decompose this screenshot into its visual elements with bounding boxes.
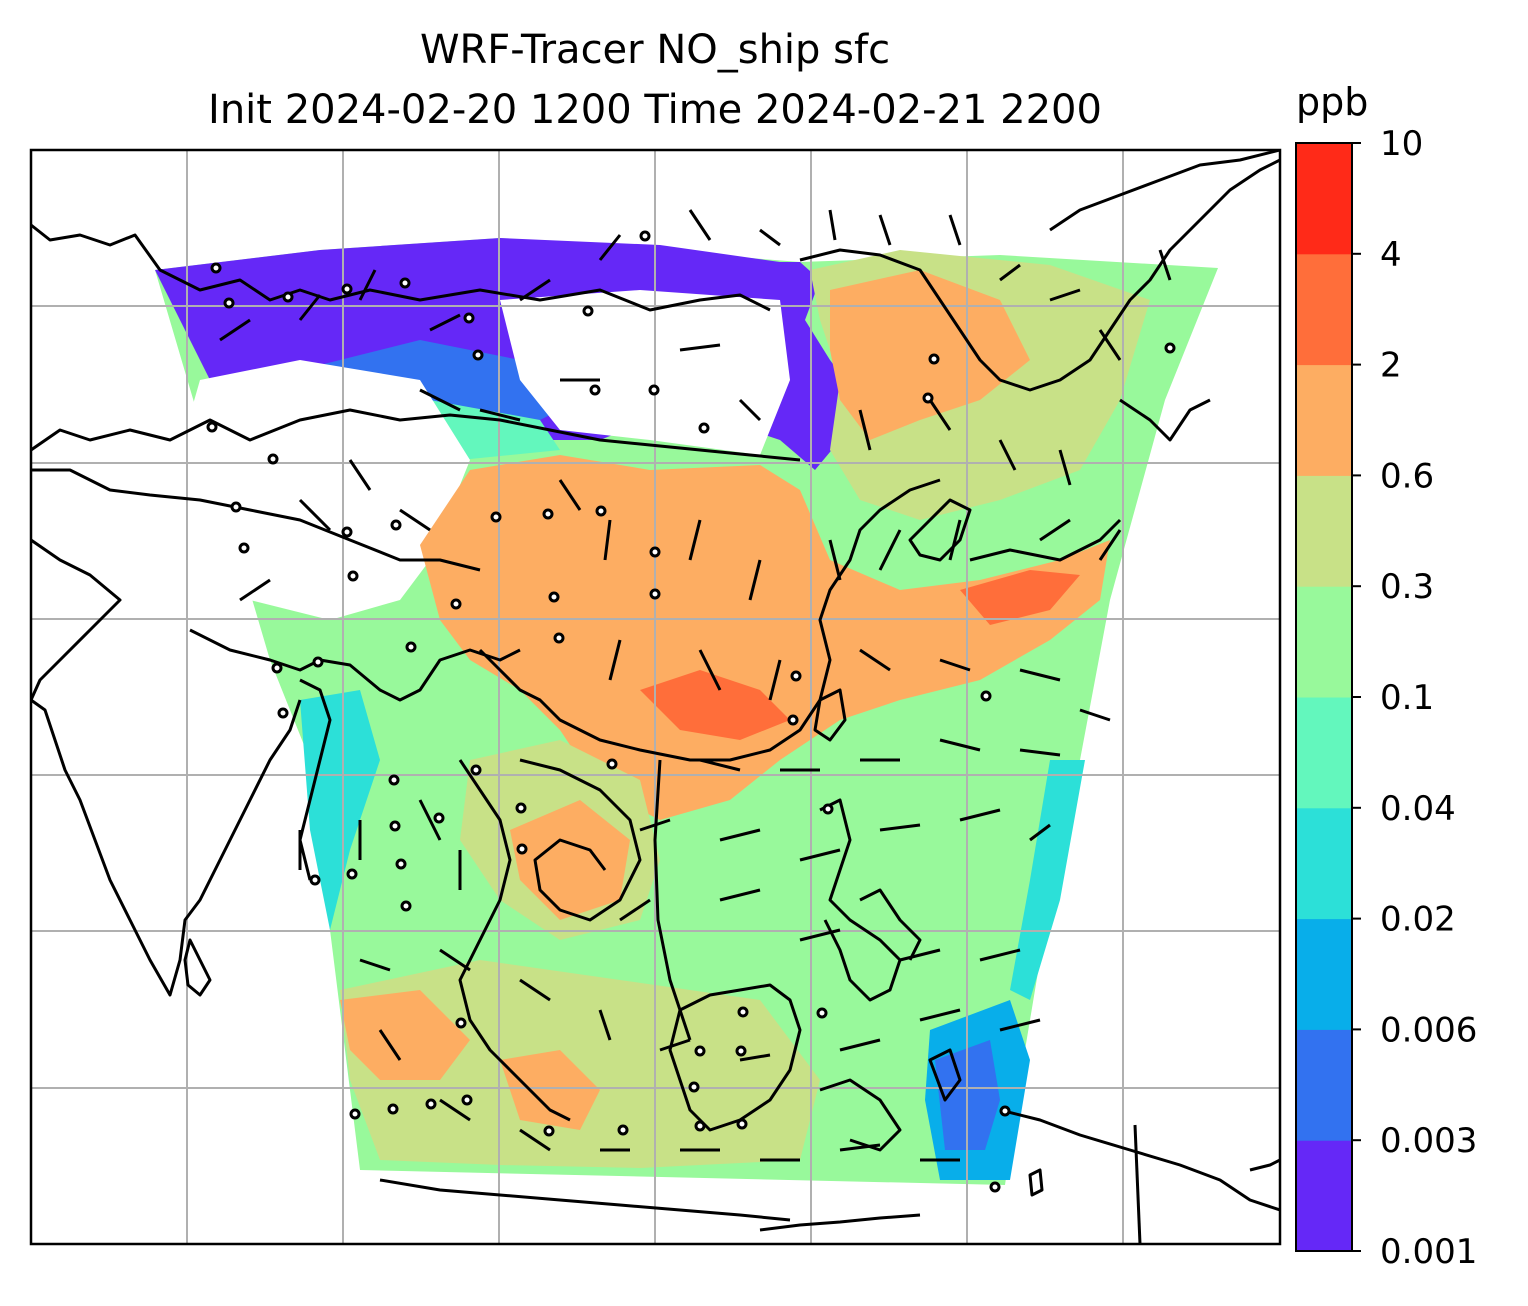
colorbar-tick-label: 2: [1380, 346, 1402, 386]
wind-calm-markers: [206, 230, 1176, 1193]
red-core-region: [640, 670, 790, 740]
colorbar: 0.001 0.003 0.006 0.02 0.04 0.1 0.3 0.6 2 4 10: [1295, 124, 1477, 1272]
orange-region-south: [340, 990, 470, 1080]
wind-barbs: [219, 209, 1172, 1162]
colorbar-tick-label: 0.006: [1380, 1010, 1477, 1050]
high-concentration-region-china: [420, 455, 1110, 820]
orange-region-strait: [500, 1050, 600, 1130]
orange-region-northeast: [830, 270, 1030, 440]
colorbar-tick-label: 0.003: [1380, 1121, 1477, 1161]
colorbar-tick-label: 0.001: [1380, 1232, 1477, 1272]
coastlines: [31, 150, 1280, 1244]
map-title-line2: Init 2024-02-20 1200 Time 2024-02-21 220…: [208, 87, 1102, 133]
colorbar-segment: [1296, 586, 1352, 698]
red-core-region-coast: [960, 570, 1080, 625]
map-title-line1: WRF-Tracer NO_ship sfc: [419, 27, 891, 73]
colorbar-segment: [1296, 918, 1352, 1030]
colorbar-segment: [1296, 1140, 1352, 1252]
map-frame: [29, 148, 1282, 1246]
colorbar-tick-label: 0.02: [1380, 900, 1456, 940]
colorbar-tick-label: 10: [1380, 124, 1423, 164]
cyan-region-west: [300, 690, 380, 930]
lat-lon-gridlines: [31, 150, 1280, 1244]
colorbar-segment: [1296, 807, 1352, 920]
colorbar-segment: [1296, 143, 1352, 255]
colorbar-segment: [1296, 697, 1352, 809]
colorbar-segment: [1296, 1029, 1352, 1141]
yellow-green-region-south: [340, 960, 820, 1168]
colorbar-segment: [1296, 364, 1352, 476]
cyan-region-east-edge: [1010, 760, 1085, 1000]
no-data-area-tibet: [180, 360, 470, 620]
map-panel[interactable]: [31, 150, 1280, 1244]
colorbar-tick-label: 0.6: [1380, 456, 1434, 496]
colorbar-tick-label: 0.3: [1380, 567, 1434, 607]
colorbar-segment: [1296, 253, 1352, 366]
colorbar-tick-label: 4: [1380, 235, 1402, 275]
no-data-area-north: [500, 290, 790, 455]
colorbar-tick-label: 0.04: [1380, 789, 1456, 829]
colorbar-segment: [1296, 475, 1352, 587]
colorbar-tick-label: 0.1: [1380, 678, 1434, 718]
